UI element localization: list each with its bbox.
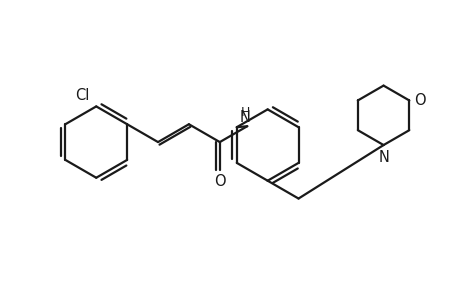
Text: N: N <box>377 150 388 165</box>
Text: Cl: Cl <box>75 88 90 104</box>
Text: H: H <box>240 106 249 119</box>
Text: O: O <box>213 174 225 189</box>
Text: O: O <box>414 93 425 108</box>
Text: N: N <box>239 110 250 125</box>
